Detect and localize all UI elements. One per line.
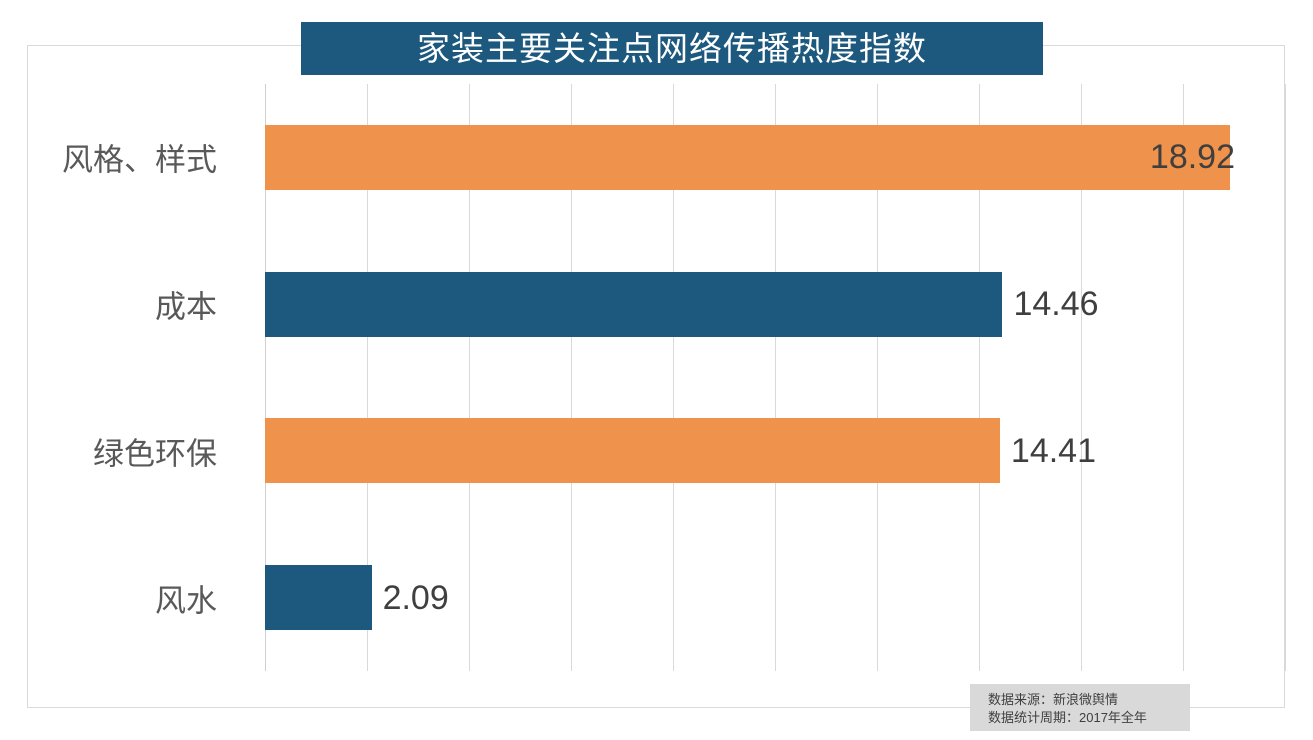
- category-label: 风格、样式: [62, 142, 217, 178]
- gridline: [367, 84, 368, 671]
- bar-value-label: 2.09: [382, 578, 449, 617]
- bar-value-label: 18.92: [1149, 138, 1235, 177]
- category-label: 绿色环保: [93, 436, 217, 472]
- category-label-wrap: 风水: [0, 565, 217, 630]
- gridline: [469, 84, 470, 671]
- gridline: [1081, 84, 1082, 671]
- bar-value-label: 14.41: [1010, 431, 1096, 470]
- footnote-box: 数据来源：新浪微舆情 数据统计周期：2017年全年: [970, 684, 1190, 731]
- chart-title: 家装主要关注点网络传播热度指数: [301, 22, 1043, 75]
- category-label-wrap: 成本: [0, 272, 217, 337]
- bar: [265, 565, 372, 631]
- bar-row: 风水 2.09: [155, 565, 1285, 631]
- bar-row: 风格、样式 18.92: [62, 124, 1285, 190]
- plot-area: 风格、样式 18.92 成本 14.46 绿色环保 14.41 风水 2.09: [62, 84, 1286, 671]
- bar-row: 绿色环保 14.41: [93, 418, 1285, 484]
- gridline: [1183, 84, 1184, 671]
- bar: [265, 271, 1003, 337]
- gridline: [877, 84, 878, 671]
- gridline: [979, 84, 980, 671]
- bar: [265, 124, 1230, 190]
- gridline: [1285, 84, 1286, 671]
- bar-row: 成本 14.46: [155, 271, 1285, 337]
- category-label: 成本: [155, 289, 217, 325]
- value-axis-line: [265, 84, 266, 671]
- gridline: [673, 84, 674, 671]
- category-label-wrap: 绿色环保: [0, 418, 217, 483]
- gridline: [775, 84, 776, 671]
- footnote-source: 数据来源：新浪微舆情: [988, 692, 1119, 707]
- gridline: [571, 84, 572, 671]
- bar: [265, 418, 1000, 484]
- category-label-wrap: 风格、样式: [0, 125, 217, 190]
- bar-value-label: 14.46: [1013, 285, 1099, 324]
- category-label: 风水: [155, 583, 217, 619]
- footnote-period: 数据统计周期：2017年全年: [988, 710, 1147, 725]
